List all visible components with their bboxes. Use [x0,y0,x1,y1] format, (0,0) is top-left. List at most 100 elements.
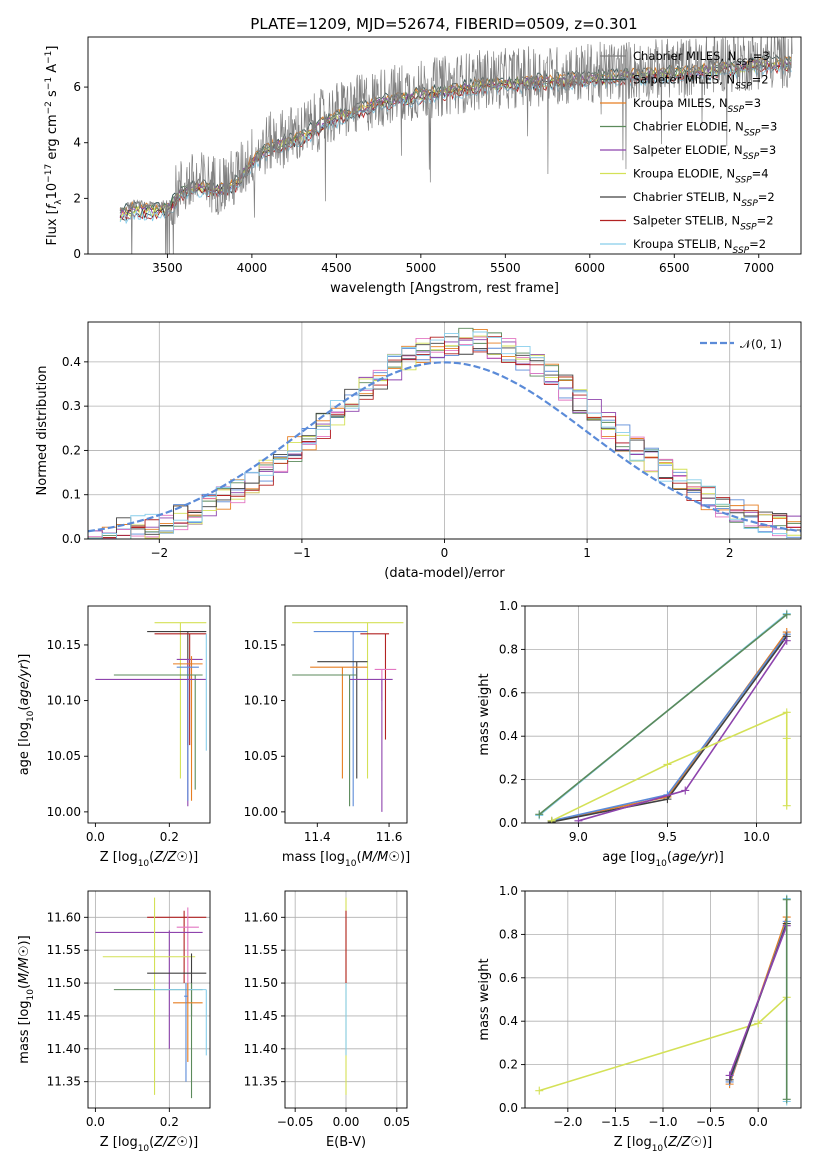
label-part: =2 [752,73,769,87]
y-tick-label: 10.10 [244,694,278,708]
y-tick-label: 0.4 [499,729,518,743]
data-spectrum [119,37,793,254]
y-tick-label: 10.15 [244,638,278,652]
point-9 [184,983,188,1082]
y-tick-label: 6 [73,80,81,94]
y-tick-label: 2 [73,191,81,205]
y-tick-label: 1.0 [499,884,518,898]
x-axis-label: age [log10(age/yr)] [602,850,724,869]
series-marker [547,816,556,823]
x-tick-label: 0.2 [160,1115,179,1129]
y-tick-label: 11.45 [244,1009,278,1023]
point-4 [102,897,196,1095]
series-marker [535,810,544,819]
y-tick-label: 0.3 [62,399,81,413]
label-part: 10 [26,710,36,722]
label-part: age/yr [672,850,715,865]
label-part: 10 [345,859,357,869]
legend-label: Chabrier STELIB, NSSP=2 [633,190,775,209]
label-part: M/M☉ [17,945,32,983]
y-tick-label: 0.8 [499,642,518,656]
x-tick-label: −2 [150,546,168,560]
y-tick-label: 11.50 [244,976,278,990]
y-tick-label: 0.4 [62,355,81,369]
point-5 [173,656,203,801]
x-tick-label: 0.05 [383,1115,410,1129]
label-part: age [ [17,742,32,775]
x-tick-label: 6000 [575,261,606,275]
label-part: Chabrier STELIB, N [633,190,741,204]
label-part: SSP [733,246,750,256]
x-tick-label: −1 [293,546,311,560]
label-part: ( [149,850,154,865]
histogram-6 [88,335,801,539]
series-marker [782,734,791,743]
label-part: mass weight [477,673,492,755]
x-tick-label: 9.5 [658,830,677,844]
label-part: −17 [44,164,54,183]
label-part: Kroupa ELODIE, N [633,167,735,181]
point-8 [173,983,203,1062]
x-tick-label: 6500 [659,261,690,275]
label-part: Normed distribution [35,366,50,496]
label-part: log [17,722,32,742]
x-tick-label: −1.5 [601,1115,630,1129]
plot-area [292,622,404,812]
x-tick-label: 0.00 [333,1115,360,1129]
axes-mass_vs_EBV: −0.05 0.00 0.05 11.35 11.40 11.45 11.50 11.55 11… [244,890,410,1150]
x-axis-label: Z [log10(Z/Z☉)] [614,1135,713,1154]
label-part: SSP [740,223,757,233]
y-axis-label: age [log10(age/yr)] [17,654,36,776]
y-tick-label: 0.1 [62,488,81,502]
plot-area [535,894,791,1106]
label-part: erg cm [45,114,60,163]
label-part: (data-model)/error [384,566,505,581]
point-6 [176,666,199,801]
y-axis-label: Flux [fλ10−17 erg cm−2 s−1 A−1] [44,46,64,246]
point-5 [310,666,368,779]
x-tick-label: 0.0 [86,1115,105,1129]
point-1 [154,622,207,779]
label-part: ( [149,1135,154,1150]
label-part: SSP [735,176,752,186]
series-marker [782,636,791,645]
y-tick-label: 11.35 [244,1075,278,1089]
y-tick-label: 0.2 [62,443,81,457]
plot-area [88,327,801,539]
label-part: SSP [735,82,752,92]
label-part: SSP [736,58,753,68]
axes-age_vs_mass: 11.4 11.6 10.00 10.05 10.10 10.15 mass [log10(… [244,605,410,869]
label-part: −2 [44,101,54,114]
series-marker [663,795,672,804]
label-part: )] [400,850,410,865]
label-part: =4 [752,167,769,181]
series-marker [782,1095,791,1104]
x-tick-label: 7000 [743,261,774,275]
x-tick-label: 11.6 [376,830,403,844]
axes-spectrum: 3500 4000 4500 5000 5500 6000 6500 7000 0 2 4 6 wave… [44,36,802,296]
y-tick-label: 0.2 [499,1058,518,1072]
x-tick-label: 3500 [152,261,183,275]
series-marker [782,610,791,619]
x-tick-label: 0.0 [86,830,105,844]
label-part: M/M☉ [362,850,400,865]
legend-label: Salpeter MILES, NSSP=2 [633,73,769,92]
y-tick-label: 0.6 [499,971,518,985]
axes-frame [87,890,211,1109]
label-part: log [118,1135,138,1150]
y-tick-label: 10.00 [47,805,81,819]
label-part: SSP [728,105,745,115]
label-part: log [118,850,138,865]
label-part: Kroupa MILES, N [633,96,728,110]
point-7 [113,674,203,790]
label-part: Salpeter MILES, N [633,73,735,87]
plot-area [95,897,207,1099]
x-tick-label: 0.0 [749,1115,768,1129]
y-tick-label: 10.05 [47,749,81,763]
point-2 [313,631,368,807]
label-part: =2 [758,190,775,204]
x-tick-label: 9.0 [569,830,588,844]
axes-frame [87,605,211,824]
series-line-7 [551,711,788,822]
y-tick-label: 11.50 [47,976,81,990]
